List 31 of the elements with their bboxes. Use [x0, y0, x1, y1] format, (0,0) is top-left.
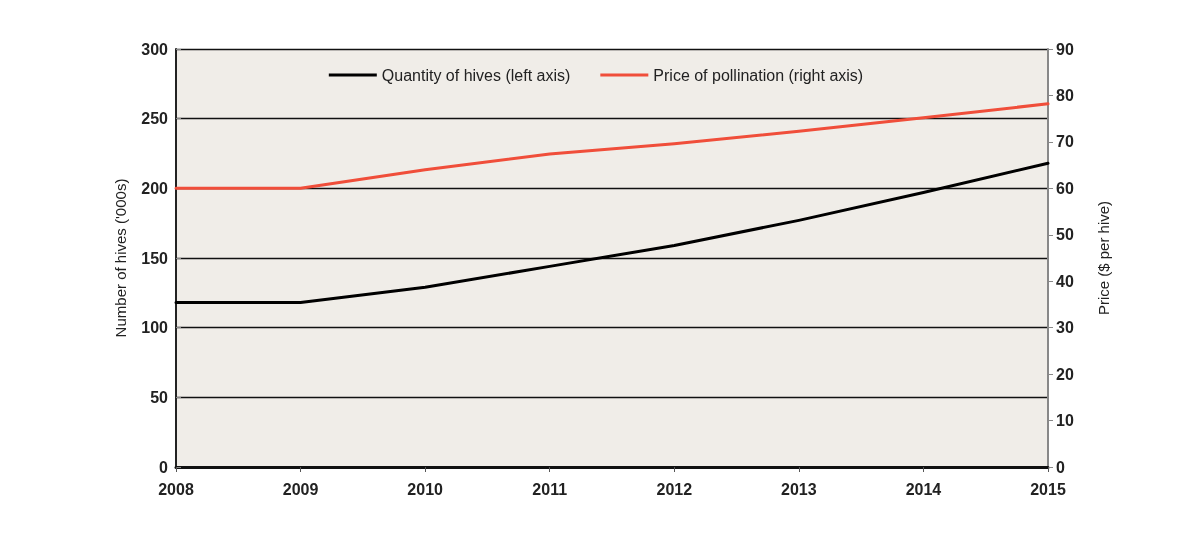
x-tick-label: 2012	[656, 480, 693, 498]
y-tick-label: 200	[141, 179, 169, 197]
y2-tick-label: 10	[1056, 412, 1074, 430]
legend-label: Quantity of hives (left axis)	[381, 66, 571, 84]
x-tick-label: 2015	[1030, 480, 1066, 498]
line-series	[174, 102, 1050, 190]
y2-tick-label: 50	[1056, 226, 1074, 244]
y-tick-label: 100	[141, 319, 169, 337]
y-tick-label: 250	[141, 110, 169, 128]
y2-tick-label: 20	[1056, 365, 1074, 383]
x-tick-label: 2010	[407, 480, 444, 498]
y2-tick-label: 40	[1056, 272, 1074, 290]
y-tick-label: 0	[159, 458, 169, 476]
y2-tick-label: 90	[1056, 40, 1074, 58]
line-series	[174, 161, 1050, 305]
y-tick-label: 150	[141, 249, 169, 267]
x-tick-label: 2011	[532, 480, 568, 498]
x-tick-label: 2008	[158, 480, 194, 498]
legend-label: Price of pollination (right axis)	[653, 66, 864, 84]
y-tick-label: 50	[150, 388, 169, 406]
y2-tick-label: 60	[1056, 179, 1074, 197]
x-tick-label: 2014	[905, 480, 942, 498]
y-axis-title: Number of hives ('000s)	[112, 178, 129, 338]
y-tick-label: 300	[141, 40, 169, 58]
y2-tick-label: 0	[1056, 458, 1065, 476]
y2-tick-label: 70	[1056, 133, 1074, 151]
x-tick-label: 2013	[781, 480, 817, 498]
y2-axis-title: Price ($ per hive)	[1095, 200, 1112, 316]
x-tick-label: 2009	[282, 480, 319, 498]
y2-tick-label: 30	[1056, 319, 1074, 337]
y2-tick-label: 80	[1056, 86, 1074, 104]
